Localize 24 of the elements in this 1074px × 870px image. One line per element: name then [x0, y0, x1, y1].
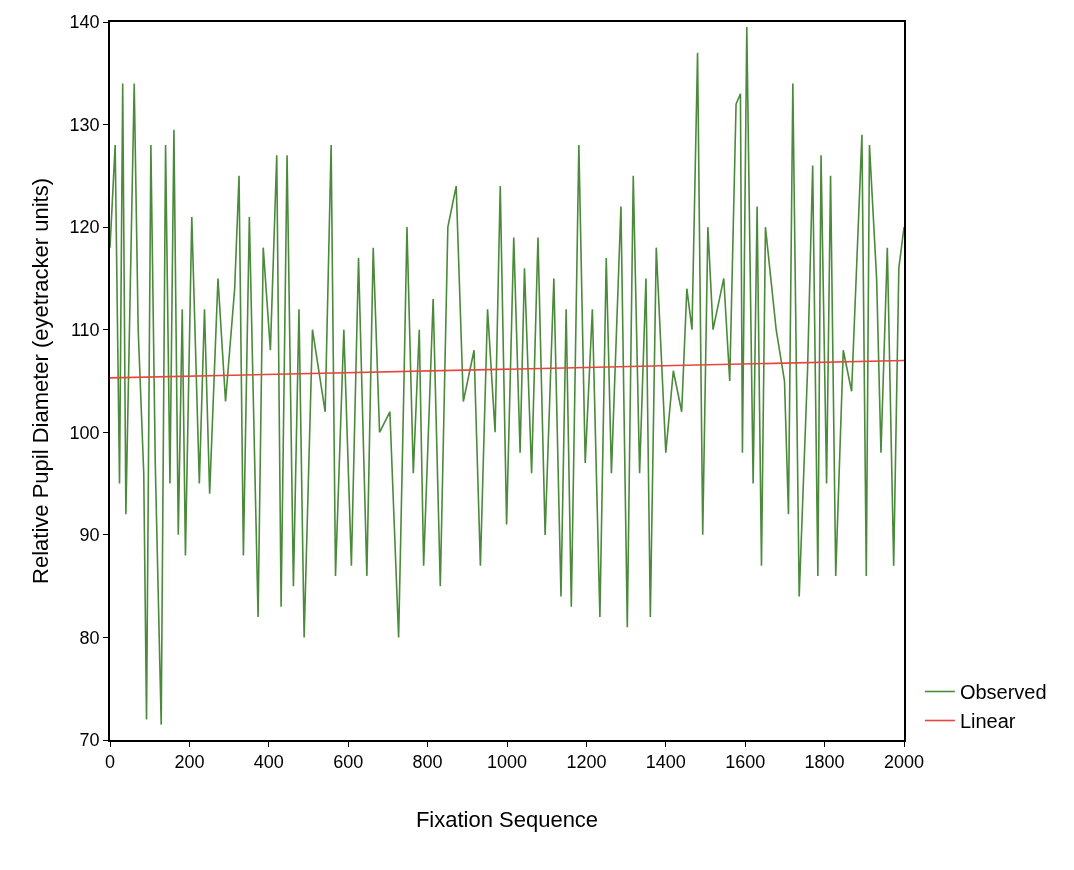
y-tick-label: 140	[69, 12, 100, 33]
y-tick-label: 110	[70, 320, 100, 341]
x-tick-label: 1000	[486, 752, 528, 773]
x-tick-label: 1400	[645, 752, 686, 773]
x-tick-label: 1200	[566, 752, 607, 773]
x-tick-label: 400	[253, 752, 284, 773]
x-axis-title: Fixation Sequence	[415, 806, 599, 832]
x-tick-label: 600	[333, 752, 364, 773]
y-axis-title: Relative Pupil Diameter (eyetracker units)	[27, 178, 53, 584]
y-tick-label: 80	[79, 627, 100, 648]
legend-label: Observed	[959, 681, 1047, 704]
y-tick-label: 100	[69, 422, 100, 443]
x-tick-label: 1800	[804, 752, 845, 773]
y-tick-label: 120	[69, 217, 100, 238]
y-tick-label: 70	[79, 730, 100, 751]
line-series	[110, 26, 904, 726]
x-tick-label: 2000	[883, 752, 925, 773]
x-tick-label: 800	[412, 752, 443, 773]
x-tick-label: 1600	[725, 752, 766, 773]
x-tick-label: 0	[104, 752, 116, 773]
x-tick-label: 200	[174, 752, 205, 773]
legend-label: Linear	[959, 710, 1016, 733]
y-tick-label: 90	[79, 525, 100, 546]
y-tick-label: 130	[69, 114, 100, 135]
